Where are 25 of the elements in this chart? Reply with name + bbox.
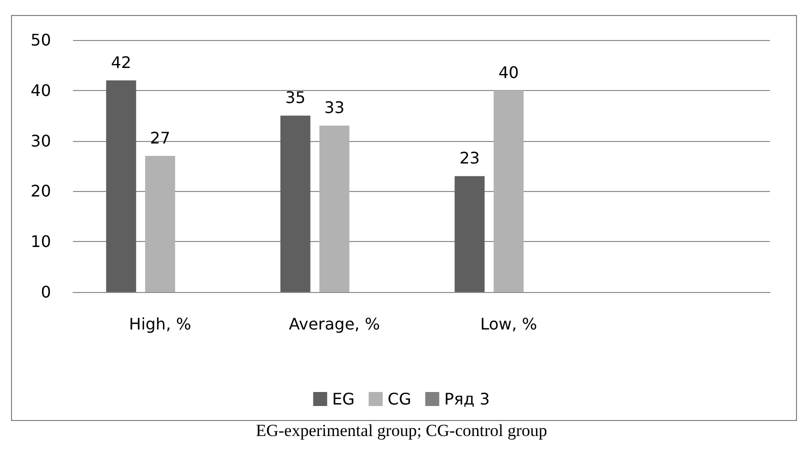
bar	[106, 80, 136, 292]
data-label: 23	[459, 148, 480, 168]
x-tick-label: Average, %	[288, 314, 380, 334]
bar	[319, 126, 350, 292]
bar	[494, 90, 524, 292]
bar	[454, 176, 485, 292]
text: EG-experimental group; CG-control group	[256, 421, 548, 440]
data-label: 33	[324, 98, 345, 118]
y-tick-label: 20	[30, 182, 51, 201]
x-tick-label: Low, %	[480, 314, 538, 334]
data-label: 35	[285, 88, 306, 108]
y-tick-label: 30	[30, 131, 51, 150]
y-tick-label: 50	[30, 30, 51, 50]
data-label: 42	[110, 52, 132, 72]
bar	[280, 116, 310, 292]
bar	[145, 156, 176, 292]
y-tick-label: 10	[30, 232, 51, 252]
y-tick-label: 40	[30, 80, 51, 100]
data-label: 27	[150, 128, 170, 148]
y-tick-label: 0	[40, 282, 51, 302]
legend-label: EG	[332, 390, 355, 408]
legend-label: Ряд 3	[444, 390, 490, 408]
data-label: 40	[498, 62, 519, 82]
x-tick-label: High, %	[129, 314, 192, 334]
legend-label: CG	[388, 390, 412, 408]
